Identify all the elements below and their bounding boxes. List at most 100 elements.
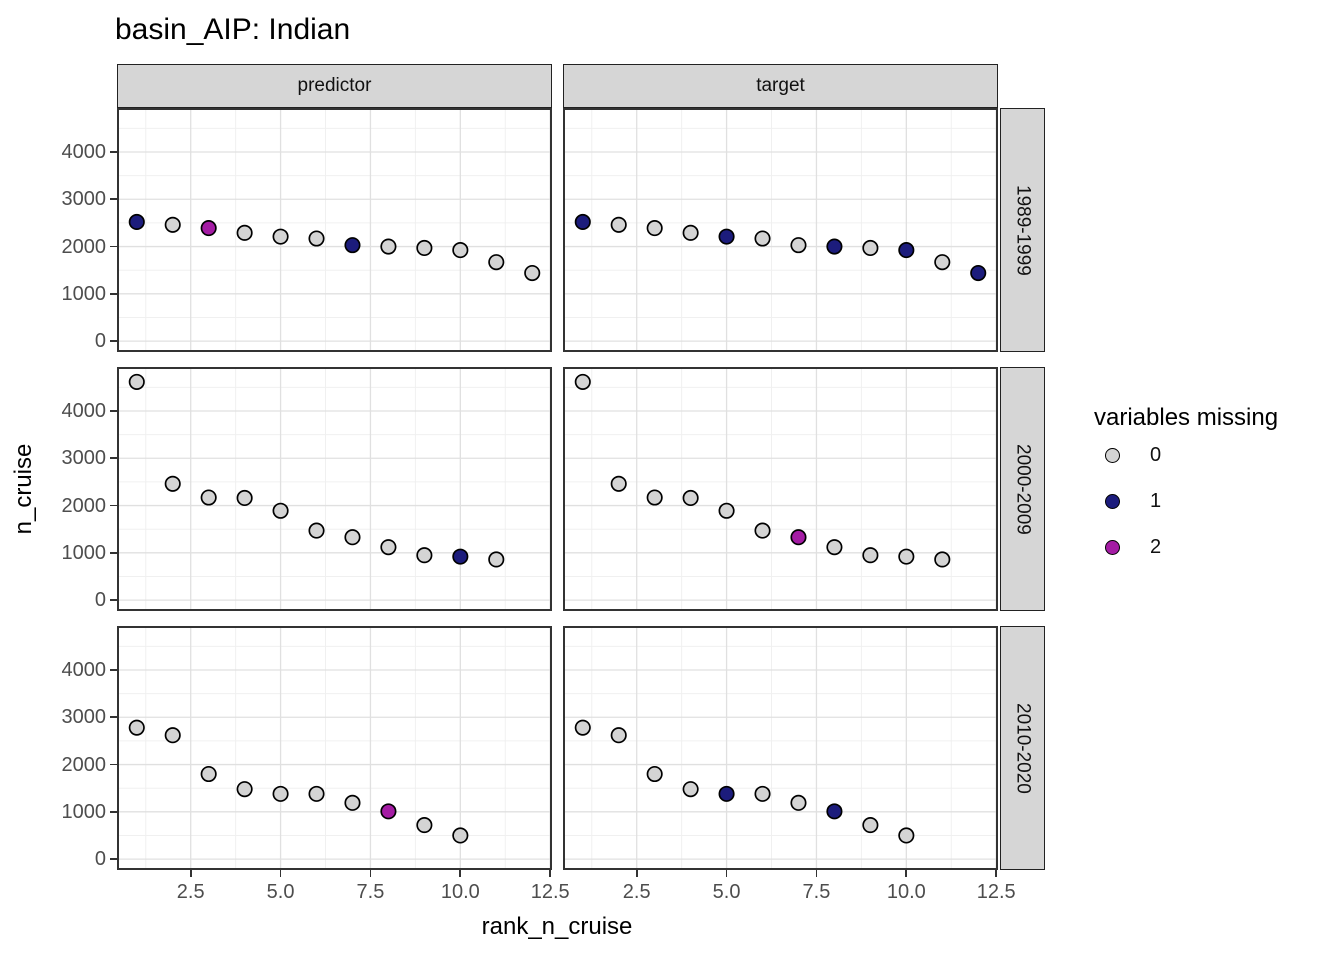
facet-col-label: target: [756, 75, 805, 96]
legend-entry-label: 1: [1150, 489, 1162, 512]
data-point: [898, 548, 915, 565]
x-tick-mark: [905, 870, 908, 877]
data-point: [826, 803, 843, 820]
data-point: [200, 765, 217, 783]
facet-row-label: 2010-2020: [1012, 702, 1034, 794]
data-point: [934, 254, 951, 271]
y-tick-label: 3000: [61, 706, 107, 729]
data-point: [164, 727, 181, 744]
data-point: [574, 373, 591, 390]
data-point: [308, 522, 325, 539]
x-tick-mark: [549, 870, 552, 877]
y-tick-label: 0: [94, 848, 106, 871]
data-point: [862, 547, 879, 564]
y-tick-mark: [110, 457, 117, 460]
data-point: [754, 785, 771, 802]
x-tick-label: 7.5: [356, 881, 385, 903]
x-tick-label: 10.0: [886, 881, 926, 903]
data-point: [308, 230, 325, 247]
x-tick-mark: [725, 870, 728, 877]
y-axis-title: n_cruise: [10, 443, 37, 535]
x-tick-mark: [189, 870, 192, 877]
legend-title: variables missing: [1094, 404, 1279, 431]
data-point: [380, 803, 397, 820]
legend-entry: 2: [1094, 524, 1278, 570]
data-point: [344, 529, 361, 546]
y-tick-label: 2000: [61, 753, 107, 776]
legend-key-0-icon: [1105, 447, 1120, 463]
y-tick-mark: [110, 151, 117, 153]
legend-key-1-icon: [1105, 493, 1120, 509]
y-tick-mark: [110, 504, 117, 507]
y-tick-label: 4000: [61, 399, 107, 422]
y-tick-label: 1000: [61, 800, 107, 823]
legend-entry-label: 0: [1150, 443, 1162, 466]
data-point: [488, 551, 505, 568]
x-tick-label: 7.5: [802, 881, 831, 903]
y-tick-mark: [110, 669, 117, 671]
data-point: [646, 489, 663, 506]
y-tick-label: 3000: [61, 447, 107, 470]
data-point: [128, 373, 145, 390]
panel-target-2010-2020: [563, 626, 998, 870]
data-point: [272, 502, 289, 519]
x-tick-label: 2.5: [622, 881, 651, 903]
y-tick-label: 2000: [61, 494, 107, 517]
data-point: [488, 254, 505, 271]
x-tick-label: 12.5: [976, 881, 1016, 903]
data-point: [754, 522, 771, 539]
data-point: [934, 551, 951, 568]
data-point: [610, 475, 627, 492]
data-point: [236, 489, 253, 507]
data-point: [272, 228, 289, 245]
data-point: [682, 781, 699, 798]
legend-entry: 0: [1094, 432, 1278, 478]
data-point: [128, 719, 145, 736]
x-tick-mark: [459, 870, 462, 877]
x-tick-label: 12.5: [530, 881, 570, 903]
data-point: [416, 547, 433, 564]
y-tick-mark: [110, 763, 117, 766]
facet-row-strip-1989-1999: 1989-1999: [1000, 108, 1045, 352]
panel-target-2000-2009: [563, 367, 998, 611]
data-point: [164, 216, 181, 233]
y-tick-mark: [110, 599, 117, 602]
data-point: [200, 489, 217, 506]
x-tick-label: 2.5: [176, 881, 205, 903]
data-point: [754, 230, 771, 247]
legend-entry-label: 2: [1150, 535, 1162, 558]
y-tick-label: 4000: [61, 140, 107, 163]
panel-target-1989-1999: [563, 108, 998, 352]
x-tick-mark: [369, 870, 372, 877]
facet-col-label: predictor: [297, 75, 372, 96]
y-tick-mark: [110, 810, 117, 813]
x-axis-title: rank_n_cruise: [481, 913, 633, 940]
data-point: [970, 264, 987, 282]
y-tick-label: 1000: [61, 282, 107, 305]
data-point: [826, 539, 843, 556]
legend: variables missing 0 1 2: [1094, 404, 1278, 570]
y-tick-mark: [110, 410, 117, 412]
data-point: [574, 213, 591, 231]
y-tick-mark: [110, 858, 117, 861]
y-tick-mark: [110, 716, 117, 719]
data-point: [344, 794, 361, 811]
data-point: [790, 237, 807, 254]
data-point: [380, 238, 397, 255]
data-point: [236, 781, 253, 798]
data-point: [452, 827, 469, 844]
data-point: [452, 242, 469, 259]
y-tick-label: 0: [94, 330, 106, 353]
data-point: [862, 239, 879, 257]
data-point: [682, 224, 699, 241]
data-point: [272, 785, 289, 802]
data-point: [416, 817, 433, 834]
data-point: [646, 765, 663, 783]
data-point: [610, 727, 627, 744]
legend-entry: 1: [1094, 478, 1278, 524]
data-point: [610, 216, 627, 233]
facet-col-strip-target: target: [563, 64, 998, 108]
data-point: [826, 238, 843, 255]
panel-predictor-2000-2009: [117, 367, 552, 611]
